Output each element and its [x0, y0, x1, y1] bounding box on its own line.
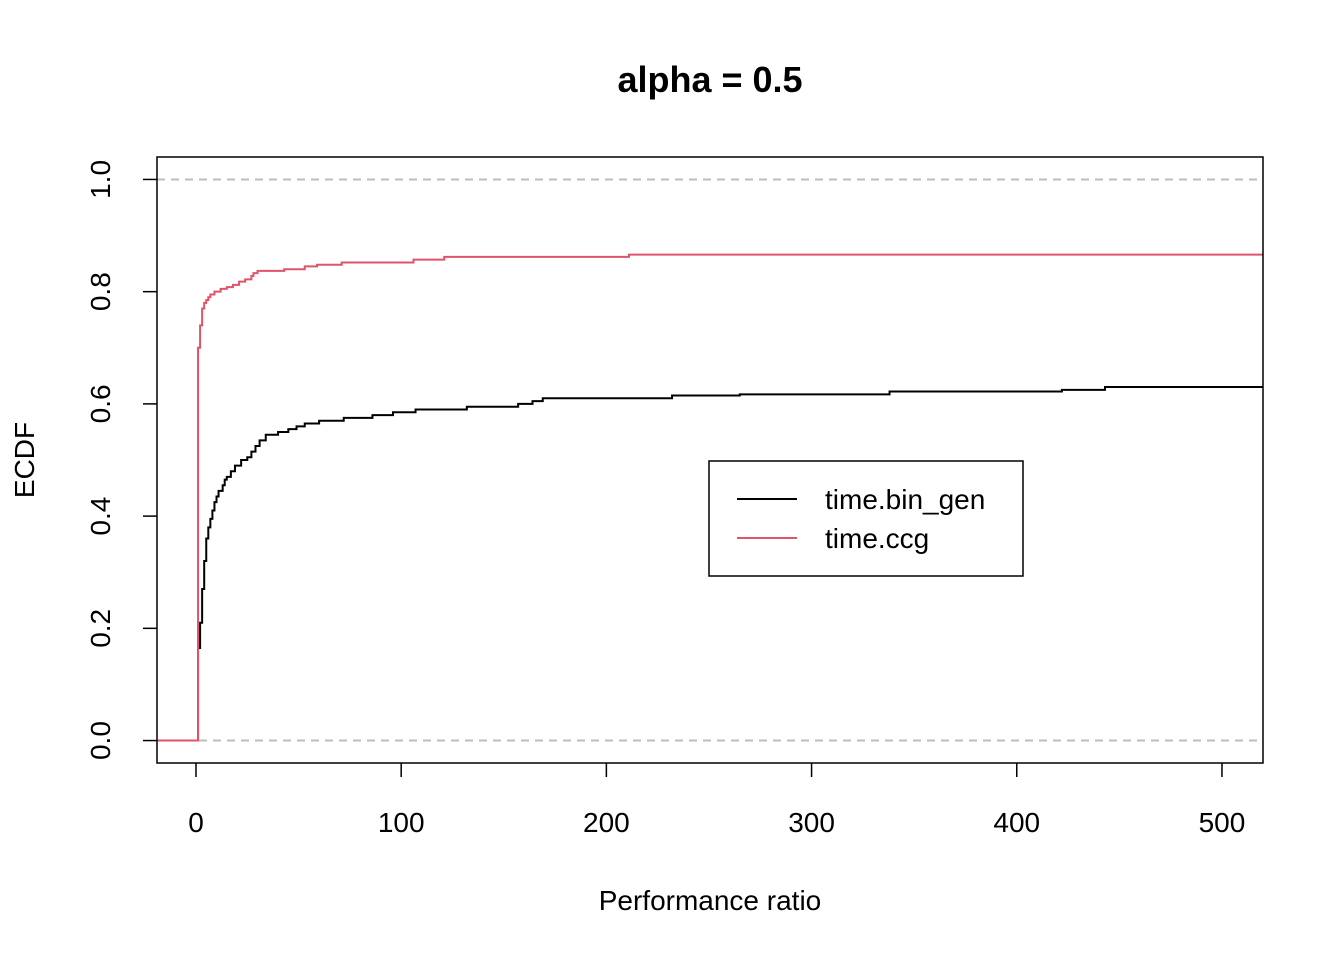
y-tick-label-5: 1.0 [85, 160, 116, 199]
y-tick-label-2: 0.4 [85, 497, 116, 536]
legend-label-time-bin-gen: time.bin_gen [825, 484, 985, 515]
series-line-0 [157, 386, 1263, 742]
x-tick-label-4: 400 [993, 807, 1040, 838]
legend: time.bin_gen time.ccg [708, 460, 1024, 577]
y-tick-label-0: 0.0 [85, 721, 116, 760]
x-axis: 0 100 200 300 400 500 [188, 763, 1245, 838]
series-line-1 [157, 253, 1263, 742]
x-tick-label-1: 100 [378, 807, 425, 838]
x-axis-label: Performance ratio [599, 885, 822, 916]
x-tick-label-3: 300 [788, 807, 835, 838]
legend-box [708, 460, 1024, 577]
x-tick-label-0: 0 [188, 807, 204, 838]
y-axis-label: ECDF [9, 422, 40, 498]
reference-lines [157, 178, 1263, 742]
series-layer [157, 253, 1263, 742]
x-tick-label-2: 200 [583, 807, 630, 838]
legend-label-time-ccg: time.ccg [825, 523, 929, 554]
chart-title: alpha = 0.5 [617, 59, 802, 100]
y-axis: 0.0 0.2 0.4 0.6 0.8 1.0 [85, 160, 157, 760]
plot-frame [156, 156, 1264, 764]
y-tick-label-1: 0.2 [85, 609, 116, 648]
y-tick-label-4: 0.8 [85, 272, 116, 311]
y-tick-label-3: 0.6 [85, 384, 116, 423]
x-tick-label-5: 500 [1199, 807, 1246, 838]
